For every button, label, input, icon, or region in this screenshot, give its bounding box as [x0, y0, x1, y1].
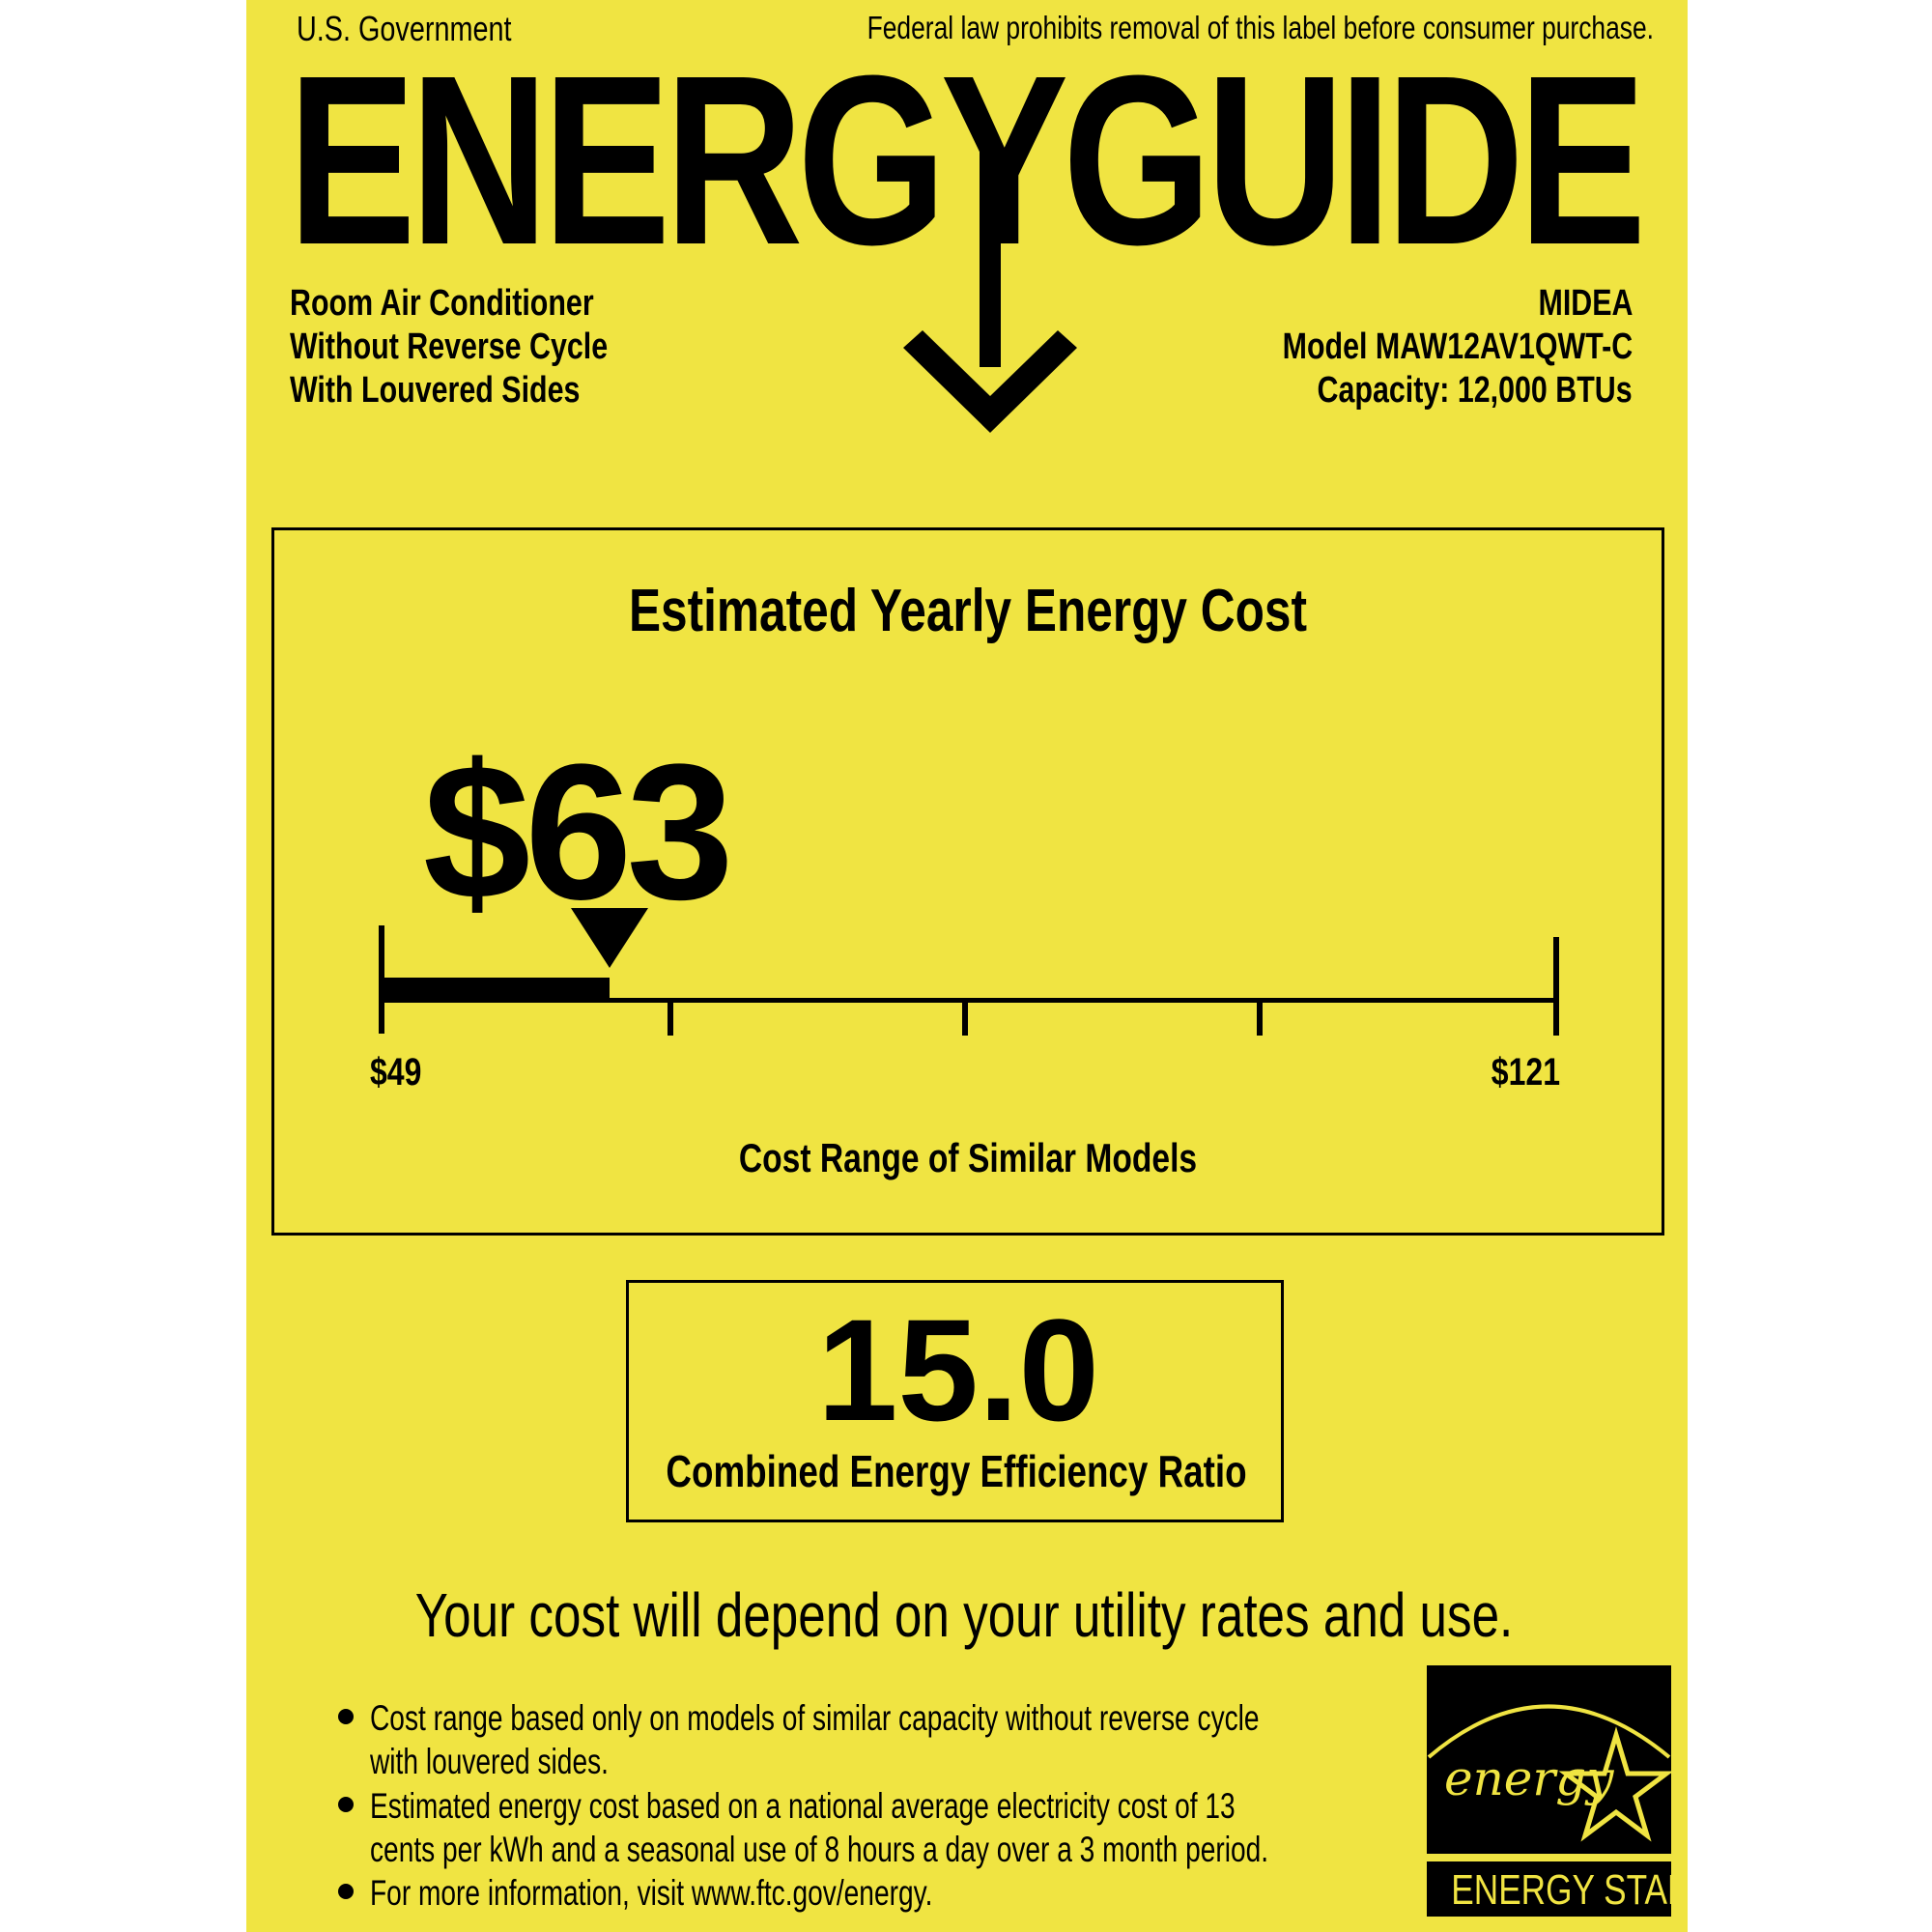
range-min: $49	[370, 1051, 422, 1094]
brand-name: MIDEA	[1538, 283, 1633, 324]
range-max: $121	[1491, 1051, 1560, 1094]
product-sides: With Louvered Sides	[290, 370, 581, 411]
note-line: cents per kWh and a seasonal use of 8 ho…	[370, 1830, 1269, 1869]
note-line: Estimated energy cost based on a nationa…	[370, 1786, 1236, 1826]
efficiency-value: 15.0	[817, 1289, 1099, 1451]
removal-notice: Federal law prohibits removal of this la…	[867, 10, 1654, 45]
efficiency-caption: Combined Energy Efficiency Ratio	[666, 1446, 1247, 1496]
energy-star-emblem: energy	[1427, 1665, 1671, 1854]
scale-tick	[962, 1001, 968, 1036]
scale-right-tick	[1553, 937, 1559, 1036]
range-caption: Cost Range of Similar Models	[738, 1135, 1198, 1180]
scale-tick	[668, 1001, 673, 1036]
note-line: Cost range based only on models of simil…	[370, 1698, 1260, 1738]
energyguide-title: ENERGYGUIDE	[288, 25, 1646, 295]
arrow-down-icon	[903, 145, 1077, 433]
product-cycle: Without Reverse Cycle	[290, 327, 609, 367]
yearly-cost-heading: Estimated Yearly Energy Cost	[628, 578, 1308, 644]
energy-star-text: ENERGY STAR	[1451, 1866, 1671, 1914]
disclaimer: Your cost will depend on your utility ra…	[414, 1580, 1514, 1650]
product-type: Room Air Conditioner	[290, 283, 594, 324]
issuer-text: U.S. Government	[297, 9, 512, 48]
note-line: For more information, visit www.ftc.gov/…	[370, 1873, 933, 1913]
energy-star-logo: energy ENERGY STAR	[1427, 1665, 1671, 1917]
energy-star-band: ENERGY STAR	[1427, 1861, 1671, 1917]
bullet-icon	[338, 1709, 354, 1724]
cost-fill-bar	[379, 978, 611, 1003]
note-line: with louvered sides.	[370, 1742, 609, 1781]
energy-guide-label	[246, 0, 1688, 1932]
bullet-icon	[338, 1797, 354, 1812]
star-icon	[1427, 1704, 1671, 1842]
model-number: Model MAW12AV1QWT-C	[1282, 327, 1633, 367]
energy-script: energy	[1444, 1750, 1614, 1806]
cost-pointer-icon	[571, 908, 649, 968]
scale-line	[379, 998, 1559, 1003]
yearly-cost-box	[271, 527, 1664, 1236]
bullet-icon	[338, 1884, 354, 1899]
capacity: Capacity: 12,000 BTUs	[1317, 370, 1633, 411]
efficiency-box	[626, 1280, 1284, 1522]
scale-tick	[1257, 1001, 1263, 1036]
yearly-cost-value: $63	[423, 724, 734, 940]
